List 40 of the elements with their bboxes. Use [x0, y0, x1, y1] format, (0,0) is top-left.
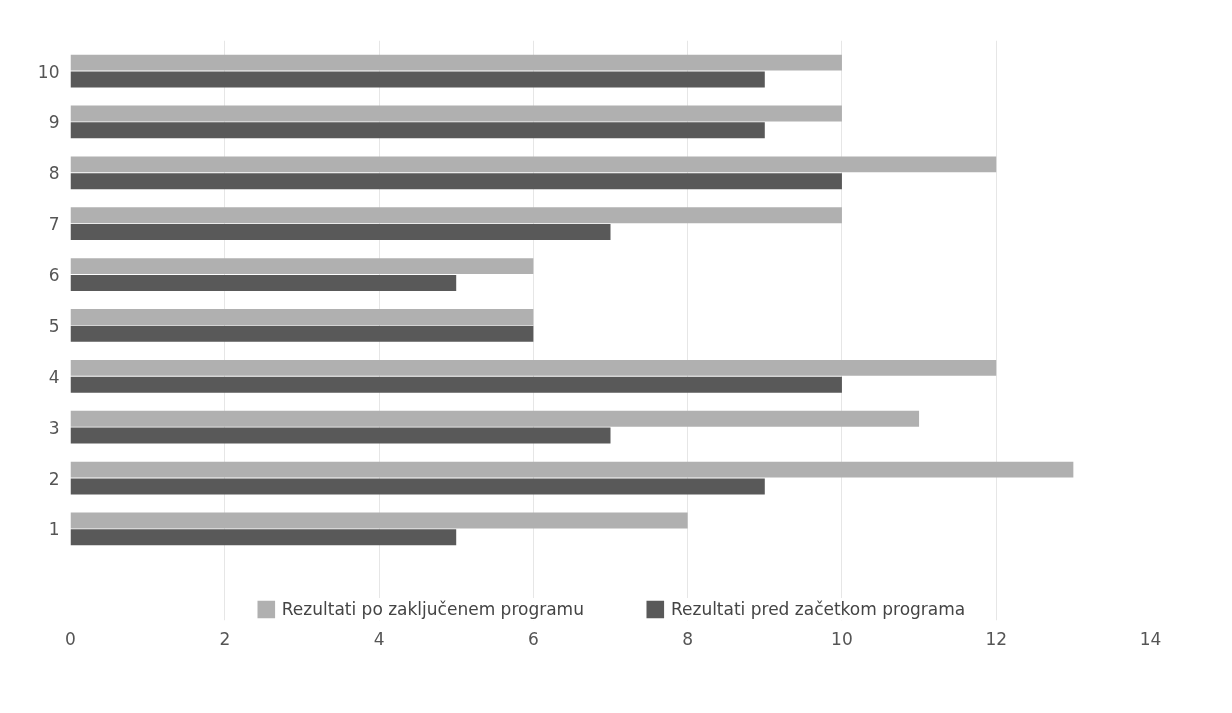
- bar: [70, 71, 765, 88]
- bar: [70, 105, 842, 122]
- bar: [70, 376, 842, 393]
- x-tick-label: 14: [1139, 628, 1162, 649]
- y-tick-label: 4: [48, 366, 60, 387]
- bar: [70, 529, 457, 546]
- bar: [70, 359, 997, 376]
- bar: [70, 478, 765, 495]
- legend-label: Rezultati po zaključenem programu: [281, 599, 584, 619]
- bar: [70, 274, 457, 291]
- bar: [70, 156, 997, 173]
- y-tick-label: 10: [37, 61, 60, 82]
- x-tick-label: 2: [219, 628, 231, 649]
- y-tick-label: 5: [48, 315, 60, 336]
- bar: [70, 122, 765, 139]
- bar: [70, 410, 920, 427]
- x-tick-label: 12: [985, 628, 1008, 649]
- bar: [70, 173, 842, 190]
- y-tick-label: 8: [48, 163, 60, 184]
- x-tick-label: 8: [682, 628, 694, 649]
- x-tick-label: 4: [373, 628, 385, 649]
- bar: [70, 325, 534, 342]
- x-tick-label: 0: [65, 628, 76, 649]
- y-tick-label: 3: [48, 417, 60, 438]
- bar: [70, 207, 842, 224]
- bar: [70, 427, 611, 444]
- legend-label: Rezultati pred začetkom programa: [670, 599, 966, 619]
- bar: [70, 309, 534, 325]
- bar: [70, 461, 1074, 478]
- bar: [70, 512, 688, 529]
- bar: [70, 54, 842, 71]
- x-tick-label: 6: [527, 628, 539, 649]
- bar: [70, 224, 611, 241]
- y-tick-label: 6: [48, 265, 60, 286]
- x-tick-label: 10: [831, 628, 853, 649]
- y-tick-label: 7: [48, 214, 60, 235]
- y-tick-label: 1: [48, 519, 60, 540]
- y-tick-label: 9: [48, 112, 60, 133]
- bar: [70, 258, 534, 275]
- y-tick-label: 2: [48, 468, 60, 489]
